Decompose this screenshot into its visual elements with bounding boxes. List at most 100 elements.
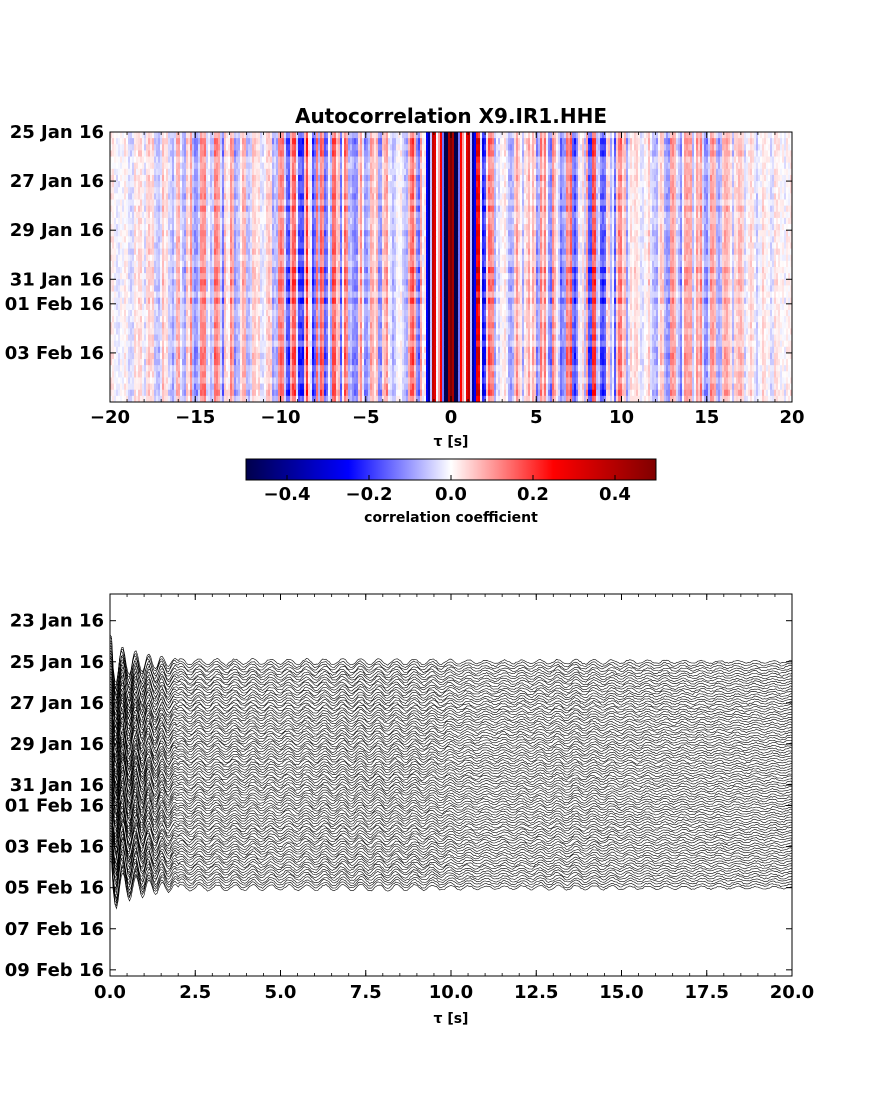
heatmap-cell	[640, 156, 643, 164]
heatmap-cell	[736, 193, 739, 200]
heatmap-cell	[170, 174, 173, 182]
heatmap-cell	[486, 187, 489, 194]
heatmap-cell	[748, 193, 751, 200]
heatmap-cell	[544, 211, 547, 219]
heatmap-cell	[542, 132, 545, 139]
heatmap-cell	[616, 205, 619, 213]
heatmap-cell	[414, 138, 417, 145]
heatmap-cell	[270, 211, 273, 219]
heatmap-cell	[492, 132, 495, 139]
heatmap-cell	[542, 144, 545, 151]
heatmap-cell	[132, 193, 135, 200]
heatmap-cell	[674, 205, 677, 213]
heatmap-cell	[698, 156, 701, 164]
heatmap-cell	[764, 144, 767, 151]
heatmap-cell	[358, 205, 361, 213]
heatmap-cell	[326, 150, 329, 157]
heatmap-cell	[186, 138, 189, 145]
heatmap-cell	[180, 205, 183, 213]
heatmap-cell	[134, 162, 137, 170]
heatmap-cell	[378, 193, 381, 200]
heatmap-cell	[456, 217, 459, 225]
heatmap-cell	[390, 144, 393, 151]
heatmap-cell	[778, 138, 781, 145]
heatmap-cell	[332, 193, 335, 200]
heatmap-cell	[670, 144, 673, 151]
heatmap-cell	[784, 174, 787, 182]
heatmap-cell	[276, 168, 279, 176]
heatmap-cell	[338, 162, 341, 170]
heatmap-cell	[496, 174, 499, 182]
heatmap-cell	[338, 132, 341, 139]
heatmap-cell	[654, 181, 657, 188]
heatmap-cell	[436, 138, 439, 145]
heatmap-cell	[404, 162, 407, 170]
heatmap-cell	[320, 150, 323, 157]
heatmap-cell	[448, 150, 451, 157]
heatmap-cell	[450, 193, 453, 200]
heatmap-cell	[404, 144, 407, 151]
heatmap-cell	[222, 156, 225, 164]
heatmap-cell	[688, 205, 691, 213]
heatmap-cell	[188, 187, 191, 194]
heatmap-cell	[666, 211, 669, 219]
heatmap-cell	[428, 205, 431, 213]
heatmap-cell	[338, 205, 341, 213]
heatmap-cell	[142, 187, 145, 194]
heatmap-cell	[558, 144, 561, 151]
heatmap-cell	[622, 199, 625, 207]
heatmap-cell	[376, 181, 379, 188]
heatmap-cell	[226, 144, 229, 151]
heatmap-cell	[500, 174, 503, 182]
heatmap-cell	[122, 168, 125, 176]
heatmap-cell	[422, 193, 425, 200]
heatmap-cell	[140, 181, 143, 188]
heatmap-cell	[306, 211, 309, 219]
heatmap-cell	[368, 205, 371, 213]
heatmap-cell	[784, 193, 787, 200]
heatmap-cell	[312, 199, 315, 207]
heatmap-cell	[298, 181, 301, 188]
heatmap-cell	[120, 205, 123, 213]
heatmap-cell	[462, 150, 465, 157]
heatmap-cell	[272, 150, 275, 157]
heatmap-cell	[110, 211, 113, 219]
heatmap-cell	[666, 181, 669, 188]
heatmap-cell	[204, 156, 207, 164]
heatmap-cell	[754, 144, 757, 151]
heatmap-cell	[548, 187, 551, 194]
heatmap-cell	[396, 174, 399, 182]
heatmap-cell	[662, 132, 665, 139]
heatmap-cell	[192, 199, 195, 207]
heatmap-cell	[498, 174, 501, 182]
heatmap-cell	[758, 187, 761, 194]
heatmap-cell	[336, 199, 339, 207]
heatmap-cell	[120, 150, 123, 157]
heatmap-cell	[628, 193, 631, 200]
heatmap-cell	[526, 187, 529, 194]
heatmap-cell	[110, 138, 113, 145]
heatmap-cell	[642, 132, 645, 139]
heatmap-cell	[118, 181, 121, 188]
heatmap-cell	[154, 144, 157, 151]
heatmap-cell	[650, 174, 653, 182]
heatmap-cell	[386, 162, 389, 170]
heatmap-cell	[174, 205, 177, 213]
heatmap-cell	[400, 138, 403, 145]
heatmap-cell	[588, 150, 591, 157]
heatmap-cell	[274, 211, 277, 219]
heatmap-cell	[488, 138, 491, 145]
heatmap-cell	[610, 199, 613, 207]
heatmap-cell	[256, 150, 259, 157]
heatmap-cell	[260, 144, 263, 151]
heatmap-cell	[118, 211, 121, 219]
heatmap-cell	[662, 205, 665, 213]
heatmap-cell	[302, 211, 305, 219]
heatmap-cell	[156, 205, 159, 213]
heatmap-cell	[324, 138, 327, 145]
heatmap-cell	[712, 181, 715, 188]
heatmap-cell	[242, 193, 245, 200]
heatmap-cell	[482, 168, 485, 176]
heatmap-cell	[382, 199, 385, 207]
heatmap-cell	[490, 144, 493, 151]
